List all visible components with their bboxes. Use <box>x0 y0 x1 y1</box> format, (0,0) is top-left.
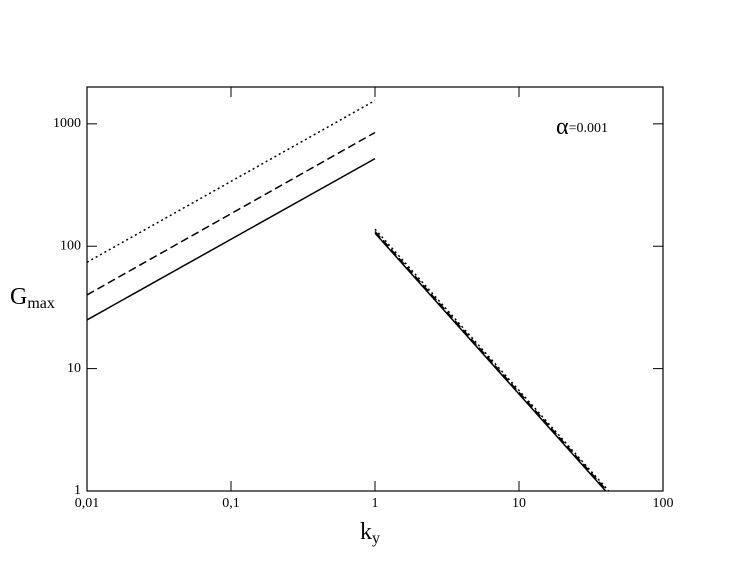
y-axis-label-main: G <box>10 284 27 310</box>
x-tick-label: 0,1 <box>222 496 240 511</box>
x-tick-label: 1 <box>372 496 379 511</box>
x-tick-label: 100 <box>653 496 674 511</box>
plot-frame <box>86 86 664 492</box>
y-tick-label: 10 <box>67 361 81 376</box>
y-tick-label: 1000 <box>53 116 81 131</box>
annotation-symbol: α <box>556 114 569 140</box>
line-series <box>86 99 610 492</box>
x-tick-label: 0,01 <box>75 496 100 511</box>
line-series <box>86 157 607 492</box>
y-tick-label: 100 <box>60 238 81 253</box>
x-axis-label: ky <box>360 519 380 547</box>
y-axis-label-sub: max <box>27 295 55 312</box>
annotation-value: =0.001 <box>569 121 608 136</box>
x-tick-label: 10 <box>512 496 526 511</box>
x-axis-label-main: k <box>360 519 372 545</box>
x-axis-label-sub: y <box>372 530 380 547</box>
line-series <box>86 131 608 492</box>
y-tick-label: 1 <box>74 483 81 498</box>
annotation: α=0.001 <box>556 114 608 140</box>
y-axis-label: Gmax <box>10 284 55 312</box>
